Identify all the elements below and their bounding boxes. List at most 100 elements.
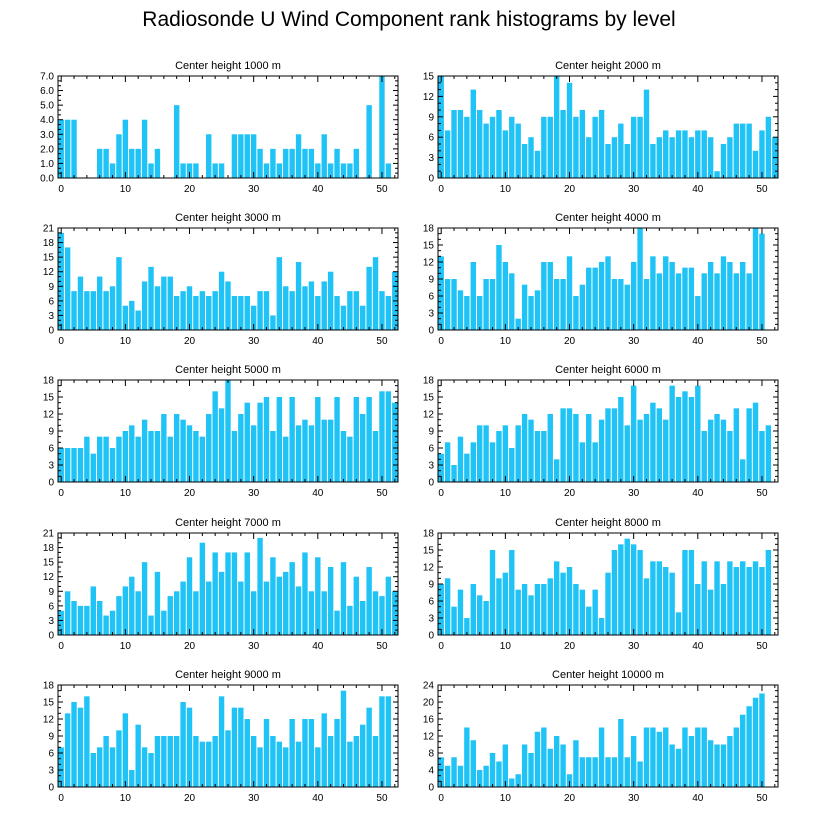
panel-5: Center height 5000 m 0 3 6 9 12 15 18 0 10 20 30 40 5…	[43, 364, 399, 499]
bar	[276, 257, 283, 330]
bar	[598, 618, 605, 635]
bar	[206, 296, 212, 330]
bar	[308, 281, 315, 330]
x-tick-label: 40	[692, 641, 704, 652]
bar	[141, 119, 148, 178]
bar	[283, 286, 289, 330]
bar	[765, 116, 772, 178]
bar	[385, 296, 392, 330]
bar	[611, 279, 618, 330]
bar	[695, 296, 701, 330]
bar	[656, 561, 663, 635]
bar	[624, 284, 630, 330]
bar	[180, 581, 186, 635]
bar	[347, 605, 353, 635]
x-tick-label: 40	[692, 336, 704, 347]
y-tick-label: 4.0	[40, 115, 54, 126]
bar	[283, 436, 289, 482]
bar	[347, 163, 353, 178]
bar	[64, 713, 71, 787]
bar	[58, 610, 64, 635]
bar	[186, 425, 193, 482]
bar	[521, 284, 528, 330]
bar	[238, 707, 244, 787]
bar	[586, 267, 592, 330]
bar	[167, 276, 173, 330]
bar	[759, 431, 765, 482]
bar	[669, 572, 675, 635]
bar	[372, 736, 379, 787]
bar	[566, 774, 573, 787]
x-tick-label: 30	[248, 336, 260, 347]
bar	[148, 753, 154, 787]
bar	[509, 778, 515, 787]
y-tick-label: 24	[423, 681, 435, 692]
bar	[502, 262, 509, 330]
bar	[611, 757, 618, 787]
bar	[720, 419, 727, 482]
bar	[457, 765, 464, 787]
x-tick-label: 10	[500, 184, 512, 195]
bar	[231, 134, 238, 178]
bar	[534, 150, 541, 178]
bar	[656, 408, 663, 482]
bar	[457, 436, 464, 482]
bar	[161, 610, 167, 635]
bar	[122, 713, 129, 787]
bar	[84, 696, 90, 787]
bar	[315, 163, 321, 178]
bar	[502, 130, 509, 178]
y-tick-label: 0	[428, 478, 434, 489]
bar	[515, 589, 521, 635]
bar	[129, 770, 135, 787]
y-tick-label: 18	[43, 681, 55, 692]
bar	[135, 436, 141, 482]
bar	[630, 116, 637, 178]
bar	[321, 134, 327, 178]
x-tick-label: 50	[376, 641, 388, 652]
bar	[560, 572, 566, 635]
bar	[624, 425, 630, 482]
bar	[444, 765, 451, 787]
bar	[308, 591, 315, 635]
x-tick-label: 40	[312, 336, 324, 347]
bar	[366, 105, 372, 178]
bar	[141, 562, 148, 635]
y-tick-label: 9	[48, 427, 54, 438]
bar	[515, 123, 521, 178]
bar	[206, 741, 212, 787]
bar	[263, 291, 270, 330]
y-tick-label: 15	[43, 253, 55, 264]
bar	[489, 116, 496, 178]
bar	[740, 714, 746, 787]
bar	[90, 291, 96, 330]
bar	[347, 291, 353, 330]
bar	[605, 572, 611, 635]
bar	[186, 163, 193, 178]
bar	[695, 130, 701, 178]
y-tick-label: 15	[423, 393, 435, 404]
bar	[308, 148, 315, 178]
y-tick-label: 6.0	[40, 86, 54, 97]
y-tick-label: 9	[428, 112, 434, 123]
bar	[489, 279, 496, 330]
x-tick-label: 20	[184, 184, 196, 195]
x-tick-label: 20	[564, 641, 576, 652]
bar	[547, 748, 553, 787]
bar	[238, 134, 244, 178]
bar	[489, 550, 496, 635]
bar	[315, 296, 321, 330]
y-tick-label: 15	[43, 393, 55, 404]
bar	[250, 134, 257, 178]
bar	[483, 425, 489, 482]
bar	[289, 397, 295, 482]
bar	[502, 425, 509, 482]
bar	[148, 615, 154, 635]
y-tick-label: 0	[428, 326, 434, 337]
bar	[707, 137, 714, 178]
bar	[541, 727, 547, 787]
y-tick-label: 0	[48, 631, 54, 642]
bar	[566, 256, 573, 330]
bar	[90, 586, 96, 635]
